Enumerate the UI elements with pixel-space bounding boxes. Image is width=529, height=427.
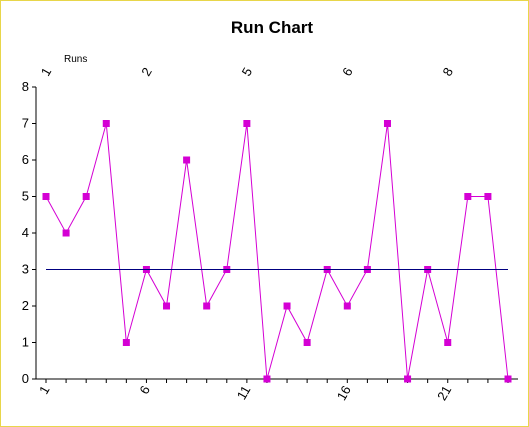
x-tick-label: 6	[136, 383, 153, 397]
data-point	[42, 193, 50, 200]
data-point	[82, 193, 90, 200]
y-tick-label: 0	[22, 371, 29, 386]
y-tick-label: 6	[22, 152, 29, 167]
data-point	[464, 193, 472, 200]
top-axis-ticks: 1 2 5 6 8	[38, 65, 456, 79]
data-point	[504, 375, 512, 383]
y-tick-label: 3	[22, 262, 29, 277]
data-point	[163, 302, 171, 310]
data-point	[102, 120, 110, 127]
chart-title: Run Chart	[231, 18, 314, 37]
x-tick-label: 21	[434, 383, 454, 403]
y-tick-label: 8	[22, 79, 29, 94]
data-point	[444, 339, 452, 346]
y-tick-label: 4	[22, 225, 29, 240]
data-point	[343, 302, 351, 310]
data-point	[62, 229, 70, 237]
data-point	[484, 193, 492, 200]
x-tick-label: 1	[36, 383, 53, 397]
top-tick-label: 6	[339, 65, 356, 79]
y-tick-label: 1	[22, 335, 29, 350]
x-axis-ticks: 1 6 11 16 21	[36, 379, 509, 403]
y-axis-ticks: 0 1 2 3 4 5 6 7 8	[22, 79, 36, 386]
top-tick-label: 2	[138, 65, 155, 79]
x-tick-label: 11	[234, 383, 254, 402]
data-point	[122, 339, 130, 346]
top-tick-label: 5	[239, 65, 256, 79]
top-tick-label: 8	[440, 65, 457, 79]
series-group	[42, 120, 512, 383]
data-point	[183, 156, 191, 164]
data-point	[203, 302, 211, 310]
data-point	[303, 339, 311, 346]
top-axis-label: Runs	[64, 54, 87, 65]
data-point	[404, 375, 412, 383]
x-tick-label: 16	[334, 383, 354, 403]
data-point	[263, 375, 271, 383]
top-tick-label: 1	[38, 65, 55, 79]
run-series-line	[45, 123, 509, 380]
data-point	[243, 120, 251, 127]
y-tick-label: 5	[22, 189, 29, 204]
y-tick-label: 2	[22, 298, 29, 313]
data-point	[383, 120, 391, 127]
data-point	[283, 302, 291, 310]
y-tick-label: 7	[22, 116, 29, 131]
